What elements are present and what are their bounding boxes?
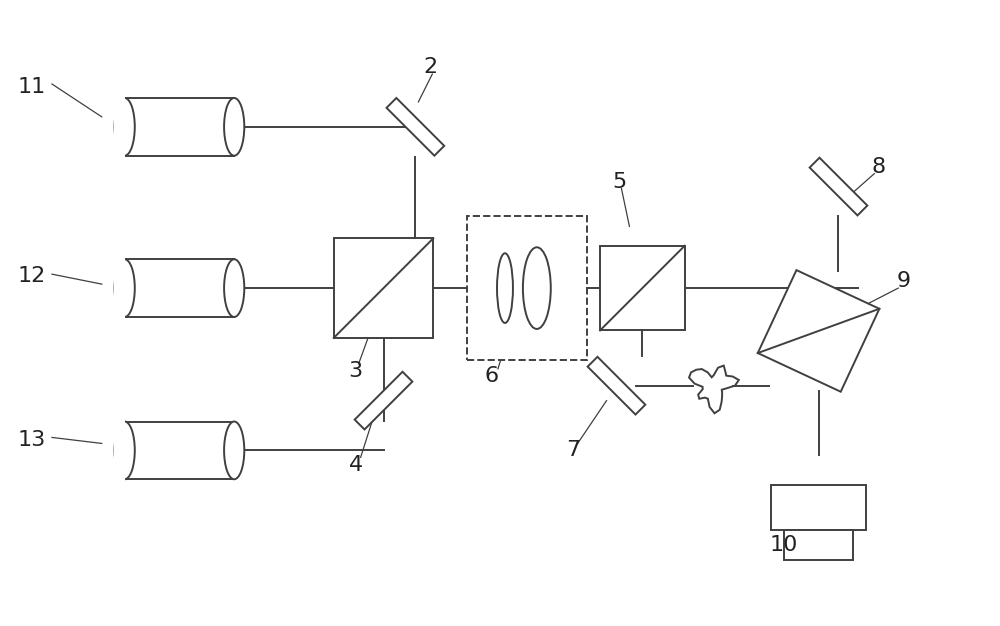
Ellipse shape	[224, 259, 244, 317]
Ellipse shape	[497, 254, 513, 323]
Ellipse shape	[115, 98, 135, 156]
Polygon shape	[125, 421, 234, 480]
Text: 12: 12	[18, 266, 46, 286]
Text: 7: 7	[567, 440, 581, 460]
Polygon shape	[387, 98, 444, 156]
Polygon shape	[334, 239, 433, 338]
Text: 4: 4	[349, 455, 363, 475]
Polygon shape	[600, 246, 685, 331]
Ellipse shape	[224, 421, 244, 480]
Polygon shape	[784, 530, 853, 560]
Polygon shape	[467, 216, 587, 361]
Polygon shape	[758, 270, 879, 392]
Polygon shape	[810, 158, 867, 215]
Text: 3: 3	[349, 361, 363, 381]
Text: 13: 13	[18, 431, 46, 451]
Text: 8: 8	[871, 156, 885, 177]
Text: 6: 6	[485, 366, 499, 386]
Polygon shape	[114, 96, 125, 158]
Text: 5: 5	[612, 172, 627, 192]
Polygon shape	[588, 357, 645, 414]
Polygon shape	[125, 98, 234, 156]
Text: 9: 9	[896, 271, 910, 291]
Ellipse shape	[115, 259, 135, 317]
Ellipse shape	[523, 247, 551, 329]
Polygon shape	[125, 259, 234, 317]
Polygon shape	[771, 485, 866, 530]
Text: 11: 11	[18, 77, 46, 97]
Polygon shape	[355, 372, 412, 429]
Ellipse shape	[224, 98, 244, 156]
Ellipse shape	[115, 421, 135, 480]
Polygon shape	[114, 419, 125, 481]
Text: 2: 2	[423, 57, 437, 77]
Polygon shape	[114, 257, 125, 319]
Text: 10: 10	[770, 535, 798, 555]
